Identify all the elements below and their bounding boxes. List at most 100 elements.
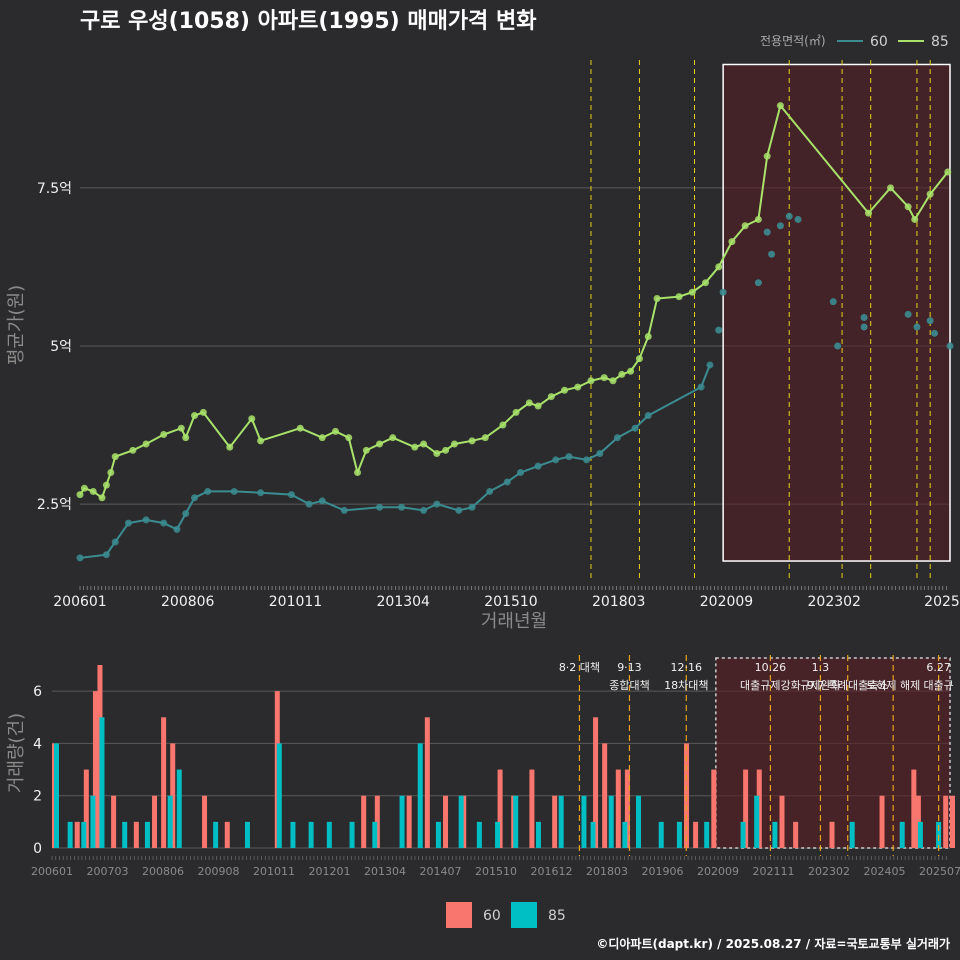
volume-x-tick-label: 202507 <box>919 865 960 878</box>
volume-x-tick-label: 200908 <box>198 865 240 878</box>
volume-bar-60 <box>615 769 621 848</box>
volume-bar-85 <box>458 795 464 848</box>
legend-60-label: 60 <box>870 34 888 50</box>
volume-x-tick-label: 201407 <box>420 865 462 878</box>
volume-bar-60 <box>593 717 599 848</box>
data-point-60 <box>111 538 119 546</box>
data-point-85 <box>191 412 199 420</box>
volume-bar-60 <box>74 821 80 848</box>
event-label: 종합대책 <box>609 679 649 692</box>
data-point-60 <box>173 525 181 533</box>
volume-bar-60 <box>224 821 230 848</box>
data-point-85 <box>525 399 533 407</box>
volume-bar-85 <box>176 769 182 848</box>
volume-y-tick-label: 4 <box>33 736 42 752</box>
volume-x-tick-label: 201011 <box>253 865 295 878</box>
data-point-60 <box>318 497 326 505</box>
volume-bar-85 <box>308 821 314 848</box>
legend-85-label: 85 <box>931 34 949 50</box>
y-tick-label: 7.5억 <box>37 181 72 197</box>
x-tick-label: 201510 <box>484 594 537 610</box>
chart-title: 구로 우성(1058) 아파트(1995) 매매가격 변화 <box>80 9 536 34</box>
data-point-85 <box>296 424 304 432</box>
volume-bar-60 <box>552 795 558 848</box>
data-point-85 <box>102 481 110 489</box>
data-point-85 <box>111 453 119 461</box>
data-point-85 <box>76 491 84 499</box>
data-point-85 <box>481 434 489 442</box>
data-point-85 <box>362 446 370 454</box>
data-point-85 <box>653 295 661 303</box>
data-point-85 <box>944 168 952 176</box>
data-point-60 <box>613 434 621 442</box>
volume-bar-60 <box>950 795 955 848</box>
volume-bar-85 <box>81 821 87 848</box>
data-point-85 <box>177 424 185 432</box>
volume-bar-60 <box>943 795 949 848</box>
data-point-60 <box>340 506 348 514</box>
y-axis-title: 평균가(원) <box>6 285 27 365</box>
data-point-60 <box>583 456 591 464</box>
volume-bar-60 <box>83 769 89 848</box>
event-label: 8·2 대책 <box>559 661 600 674</box>
volume-x-tick-label: 201803 <box>586 865 628 878</box>
data-point-60 <box>455 506 463 514</box>
data-point-85 <box>450 440 458 448</box>
volume-bar-85 <box>754 795 760 848</box>
x-tick-label: 202009 <box>700 594 753 610</box>
event-label: 18차대책 <box>664 679 708 692</box>
data-point-60 <box>754 279 762 287</box>
y-tick-label: 2.5억 <box>37 497 72 513</box>
data-point-85 <box>702 279 710 287</box>
volume-x-tick-label: 201304 <box>364 865 406 878</box>
volume-bar-85 <box>144 821 150 848</box>
volume-chart-panel: 0 2 4 6 8·2 대책 9·13 종합대책 12·16 18차대책 10.26 대출규제강화 1… <box>31 655 960 878</box>
x-tick-label: 201011 <box>269 594 322 610</box>
volume-bar-85 <box>290 821 296 848</box>
data-point-60 <box>204 487 212 495</box>
data-point-60 <box>946 342 954 350</box>
data-point-85 <box>574 383 582 391</box>
volume-x-tick-label: 202405 <box>864 865 906 878</box>
x-tick-label: 200806 <box>161 594 215 610</box>
data-point-60 <box>468 503 476 511</box>
volume-x-tick-label: 201510 <box>475 865 517 878</box>
data-point-85 <box>754 215 762 223</box>
x-axis-title: 거래년월 <box>481 611 547 632</box>
volume-bar-60 <box>829 821 835 848</box>
x-tick-label: 2025 <box>924 594 960 610</box>
data-point-60 <box>102 551 110 559</box>
bottom-legend-60-swatch <box>446 902 472 928</box>
data-point-85 <box>257 437 265 445</box>
volume-bar-85 <box>67 821 73 848</box>
data-point-60 <box>191 494 199 502</box>
data-point-60 <box>931 329 939 337</box>
data-point-60 <box>517 468 525 476</box>
volume-y-tick-label: 6 <box>33 684 42 700</box>
volume-bar-85 <box>244 821 250 848</box>
volume-bar-85 <box>167 795 173 848</box>
volume-x-tick-label: 201201 <box>309 865 351 878</box>
volume-bar-60 <box>779 795 785 848</box>
volume-bar-85 <box>635 795 641 848</box>
data-point-60 <box>503 478 511 486</box>
data-point-85 <box>376 440 384 448</box>
data-point-60 <box>926 317 934 325</box>
data-point-60 <box>76 554 84 562</box>
volume-bar-60 <box>693 821 699 848</box>
volume-x-tick-label: 202111 <box>753 865 795 878</box>
data-point-85 <box>331 427 339 435</box>
volume-bar-85 <box>399 795 405 848</box>
data-point-85 <box>763 152 771 160</box>
data-point-85 <box>688 288 696 296</box>
volume-bar-60 <box>161 717 167 848</box>
data-point-60 <box>486 487 494 495</box>
data-point-85 <box>887 184 895 192</box>
data-point-60 <box>230 487 238 495</box>
data-point-60 <box>376 503 384 511</box>
volume-bar-60 <box>406 795 412 848</box>
volume-bar-85 <box>936 821 942 848</box>
data-point-60 <box>631 424 639 432</box>
volume-bar-60 <box>793 821 799 848</box>
